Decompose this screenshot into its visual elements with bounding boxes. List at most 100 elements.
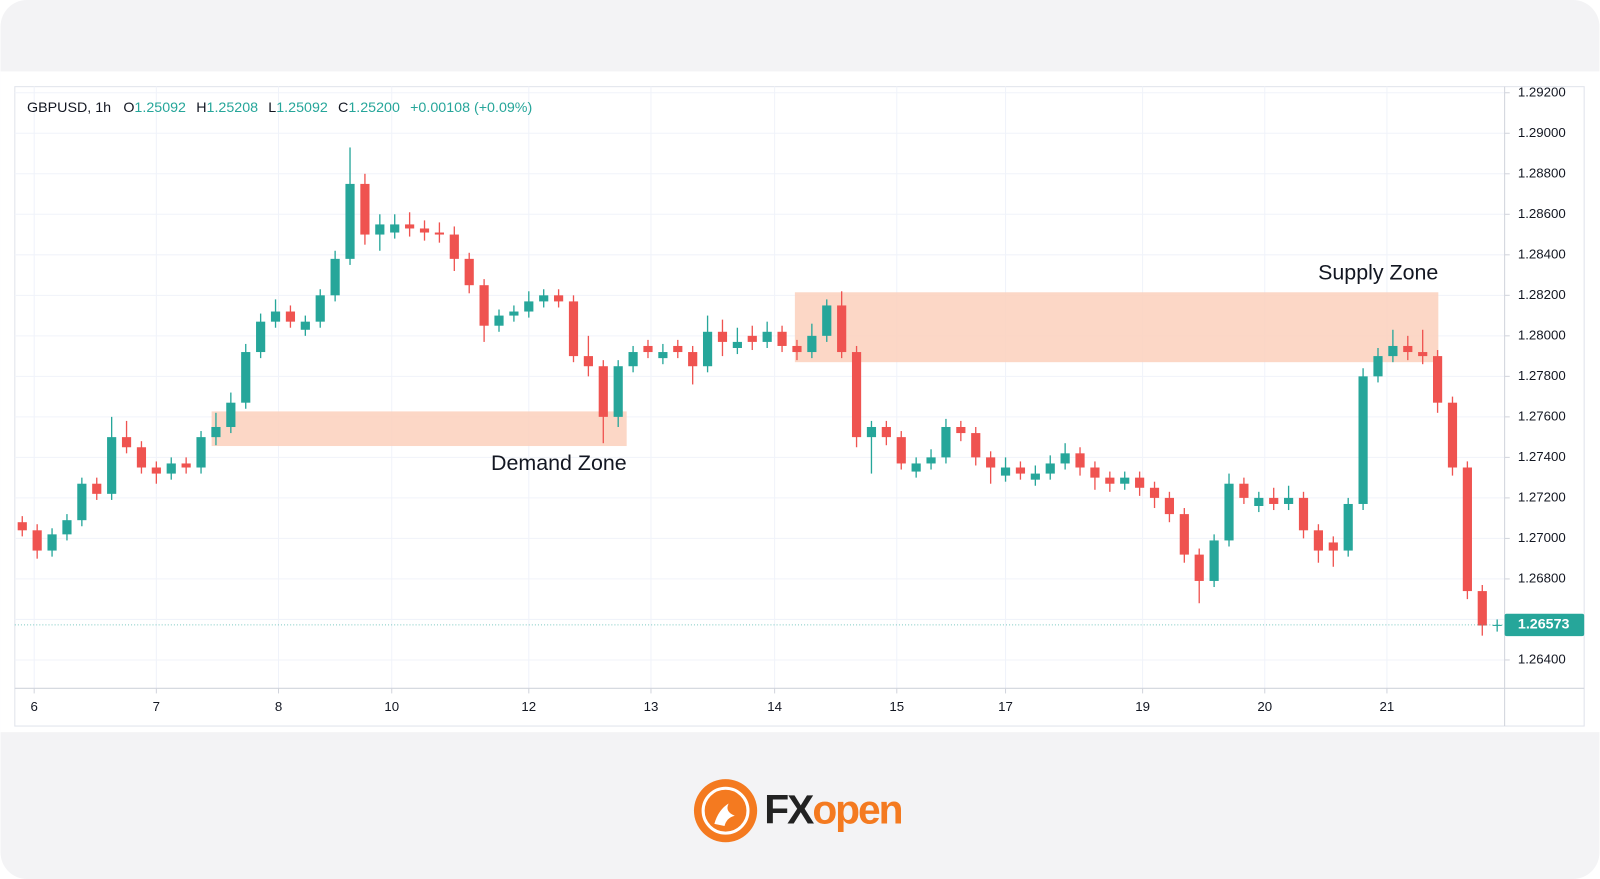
candle-body — [583, 356, 593, 367]
candle-body — [807, 335, 817, 353]
legend-key: O — [123, 100, 134, 116]
candle-body — [1164, 497, 1175, 515]
legend-key: C — [338, 100, 348, 116]
x-tick-label: 21 — [1380, 699, 1395, 714]
candle-body — [554, 295, 564, 302]
y-tick-label: 1.28000 — [1518, 327, 1566, 342]
y-tick-label: 1.27800 — [1518, 368, 1566, 383]
candle-body — [1328, 542, 1338, 551]
candle-body — [673, 345, 683, 353]
candle-body — [1045, 463, 1055, 474]
y-tick-label: 1.26400 — [1518, 651, 1566, 666]
x-tick-label: 8 — [275, 699, 282, 714]
y-tick-label: 1.28600 — [1518, 206, 1566, 221]
candle-body — [732, 341, 742, 348]
zone — [794, 292, 1439, 363]
candle-body — [881, 426, 891, 438]
candle-body — [509, 311, 519, 316]
legend-value: 1.25092 — [276, 100, 328, 116]
logo-bull — [714, 803, 735, 826]
y-tick-label: 1.28200 — [1518, 287, 1566, 302]
candle-body — [62, 520, 72, 535]
candle-body — [1373, 356, 1383, 377]
candle-body — [822, 305, 832, 336]
x-tick-label: 7 — [153, 699, 160, 714]
x-tick-label: 6 — [30, 699, 37, 714]
candle-body — [181, 463, 191, 468]
candle-body — [1030, 473, 1040, 480]
chart-panel — [14, 86, 1585, 727]
candle-body — [226, 402, 236, 427]
candle-body — [792, 345, 802, 353]
candle-body — [1090, 467, 1100, 478]
candle-body — [613, 366, 623, 417]
candle-body — [851, 352, 862, 438]
candle-body — [107, 437, 117, 494]
brand-name: FXopen — [764, 786, 901, 832]
x-tick-label: 17 — [998, 699, 1013, 714]
candle-body — [256, 321, 266, 353]
candle-body — [360, 183, 370, 235]
candle-body — [136, 447, 147, 468]
candle-body — [1135, 477, 1145, 488]
candle-body — [1075, 453, 1085, 468]
candle-body — [345, 183, 355, 259]
brand-dark: FX — [764, 786, 814, 832]
candle-body — [419, 228, 430, 233]
candle-body — [300, 321, 310, 330]
y-tick-label: 1.29000 — [1518, 125, 1566, 140]
x-tick-label: 19 — [1135, 699, 1150, 714]
candle-body — [405, 224, 415, 229]
candles — [17, 147, 1502, 636]
x-tick-label: 14 — [767, 699, 782, 714]
candle-body — [1492, 624, 1502, 626]
candle-body — [1358, 376, 1368, 504]
y-tick-label: 1.27400 — [1518, 449, 1566, 464]
candle-body — [375, 224, 385, 235]
candle-body — [926, 457, 936, 464]
candle-body — [837, 305, 847, 353]
candle-body — [1254, 497, 1264, 506]
candle-body — [285, 311, 296, 322]
brand-logo: FXopen — [693, 779, 904, 843]
y-tick-label: 1.26800 — [1518, 570, 1566, 585]
candle-body — [196, 437, 206, 468]
candle-body — [598, 366, 608, 417]
legend-symbol: GBPUSD, 1h — [27, 100, 111, 116]
x-tick-label: 20 — [1257, 699, 1272, 714]
candle-body — [628, 352, 638, 367]
ohlc-legend: GBPUSD, 1h O1.25092 H1.25208 L1.25092 C1.252… — [27, 100, 532, 116]
candle-body — [1462, 467, 1472, 592]
candle-body — [1149, 487, 1160, 498]
candle-body — [270, 311, 281, 322]
candle-body — [92, 483, 102, 494]
candle-body — [658, 352, 668, 359]
candle-body — [1179, 514, 1189, 555]
candle-body — [47, 534, 57, 551]
last-price-label: 1.26573 — [1518, 617, 1570, 633]
candle-body — [911, 463, 921, 472]
legend-value: 1.25208 — [207, 100, 259, 116]
candle-body — [1284, 497, 1294, 504]
candle-body — [1477, 591, 1487, 626]
candle-body — [1447, 402, 1458, 468]
y-tick-label: 1.27600 — [1518, 408, 1566, 423]
candle-body — [151, 467, 161, 474]
candle-body — [747, 335, 757, 342]
candle-body — [77, 483, 87, 521]
last-price-tag — [1504, 613, 1585, 637]
legend-key: H — [196, 100, 206, 116]
legend-change: +0.00108 (+0.09%) — [410, 100, 532, 116]
candle-body — [1298, 497, 1309, 531]
candle-body — [1418, 352, 1428, 357]
candle-body — [32, 530, 42, 551]
candle-body — [717, 331, 728, 342]
candle-body — [1105, 477, 1115, 484]
zone-label: Demand Zone — [491, 451, 627, 475]
candle-body — [17, 522, 27, 531]
candle-body — [524, 301, 534, 312]
candle-body — [449, 234, 459, 259]
candle-body — [762, 331, 772, 342]
